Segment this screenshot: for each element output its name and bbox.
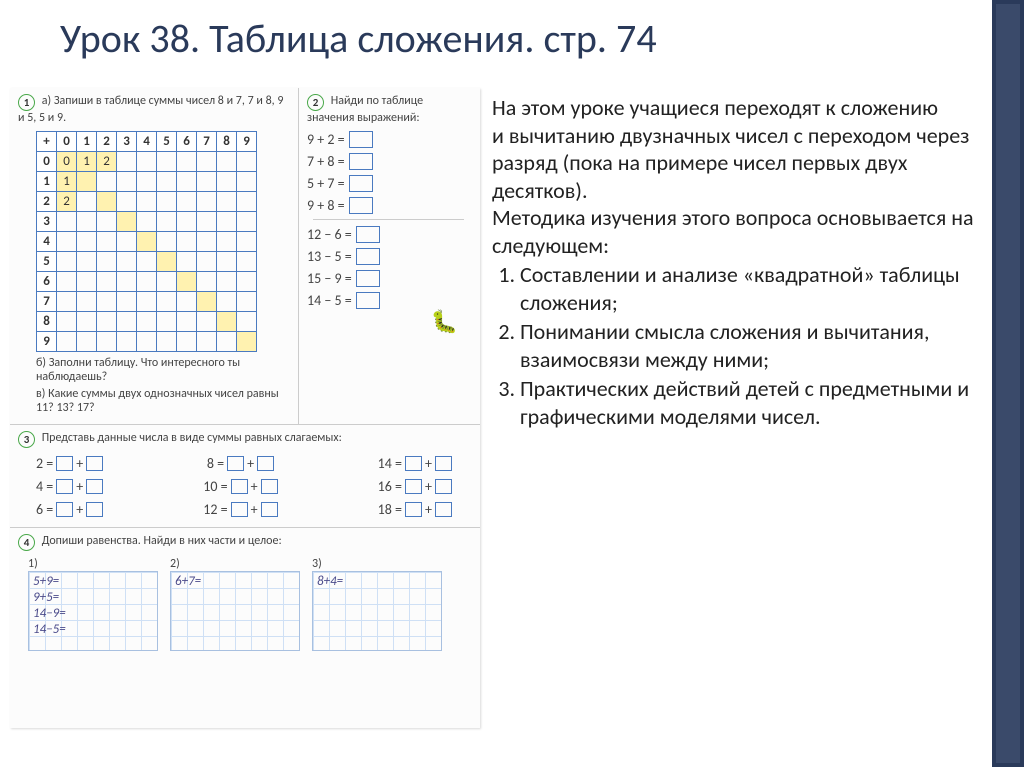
desc-list-item: Практических действий детей с предметным… [520,375,982,430]
task2-label: Найди по таблице значения выражений: [307,94,423,125]
desc-list-item: Составлении и анализе «квадратной» табли… [520,261,982,316]
task4-p2-num: 2) [170,557,180,571]
caterpillar-icon: 🐛 [307,308,458,335]
desc-intro3: Методика изучения этого вопроса основыва… [492,204,974,259]
task4-grid2: 6+7= [170,571,300,651]
task1-number: 1 [18,94,35,111]
desc-list-item: Понимании смысла сложения и вычитания, в… [520,318,982,373]
task4-number: 4 [18,534,35,551]
task4-p3-num: 3) [312,557,322,571]
description-text: На этом уроке учащиеся переходят к сложе… [492,94,982,432]
task4-section: 4 Допиши равенства. Найди в них части и … [10,527,480,657]
task4-grid3: 8+4= [312,571,442,651]
task1-label-a: а) Запиши в таблице суммы чисел 8 и 7, 7… [18,94,283,125]
desc-intro2: и вычитанию двузначных чисел с переходом… [492,122,969,204]
worksheet-image: 1 а) Запиши в таблице суммы чисел 8 и 7,… [10,88,480,728]
task4-label: Допиши равенства. Найди в них части и це… [42,534,282,548]
desc-intro1: На этом уроке учащиеся переходят к сложе… [492,94,938,121]
task1-label-b: б) Заполни таблицу. Что интересного ты н… [36,356,290,384]
addition-table: +0123456789001211223456789 [36,131,257,352]
task2-number: 2 [307,94,324,111]
task3-label: Представь данные числа в виде суммы равн… [42,431,342,445]
task2-subtractions: 12 − 6 =13 − 5 =15 − 9 =14 − 5 = [307,226,470,309]
task2-additions: 9 + 2 =7 + 8 =5 + 7 =9 + 8 = [307,131,470,214]
task3-section: 3 Представь данные числа в виде суммы ра… [10,424,480,527]
task1-label-c: в) Какие суммы двух однозначных чисел ра… [36,387,290,415]
page-title: Урок 38. Таблица сложения. стр. 74 [60,14,930,63]
desc-list: Составлении и анализе «квадратной» табли… [520,261,982,430]
side-accent-bar [992,0,1024,767]
task3-number: 3 [18,431,35,448]
task4-p1-num: 1) [28,557,38,571]
task4-grid1: 5+9=9+5=14−9=14−5= [28,571,158,651]
side-accent-inner [996,4,1020,763]
